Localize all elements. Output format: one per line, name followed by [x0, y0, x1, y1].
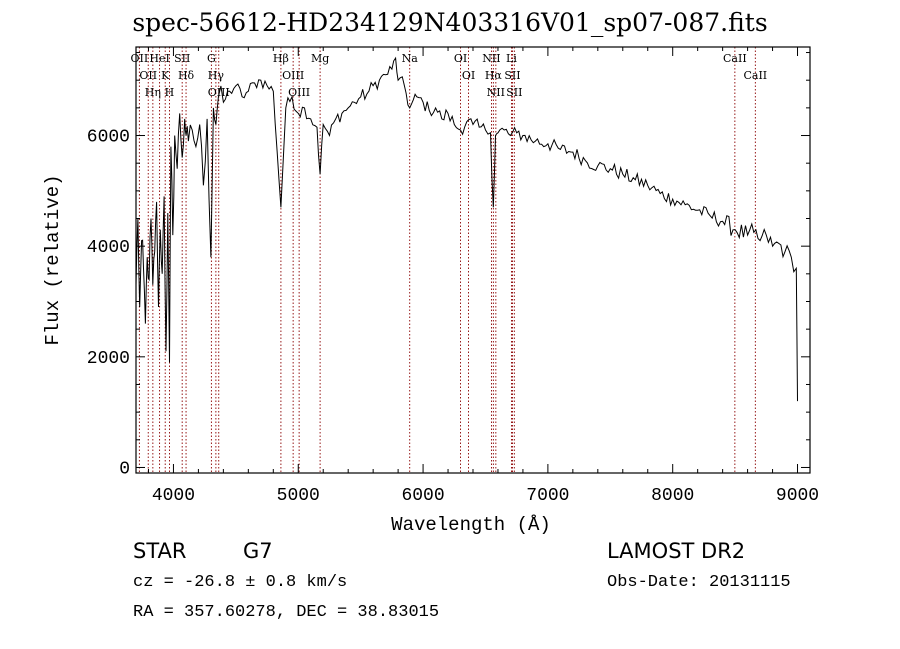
line-marker-label: Hβ	[273, 52, 289, 65]
plot-frame	[135, 46, 811, 474]
x-axis-ticks: 4000 5000 6000 7000 8000 9000	[147, 47, 819, 506]
line-marker-label: Hγ	[208, 69, 225, 82]
x-tick-label: 6000	[401, 486, 444, 506]
line-marker-label: HeI	[149, 52, 169, 65]
x-tick-label: 5000	[277, 486, 320, 506]
y-tick-label: 4000	[87, 238, 130, 258]
line-marker-label: Na	[402, 52, 419, 65]
line-marker-label: Hδ	[178, 69, 195, 82]
y-axis-ticks: 0 2000 4000 6000	[87, 52, 810, 479]
line-marker-label: Hη	[145, 86, 161, 99]
x-axis-label: Wavelength (Å)	[391, 514, 551, 536]
line-marker-label: OIII	[208, 86, 230, 99]
spectrum-line	[135, 56, 798, 402]
line-marker-label: CaII	[723, 52, 747, 65]
line-marker-label: NII	[482, 52, 500, 65]
line-marker-labels: OII OII Hη HeI KH SII Hδ G Hγ OIII Hβ OIII OIII Mg Na O…	[131, 52, 768, 99]
obs-date: Obs-Date: 20131115	[607, 573, 791, 592]
y-tick-label: 0	[119, 459, 130, 479]
line-marker-label: SII	[506, 86, 522, 99]
coordinates-line: RA = 357.60278, DEC = 38.83015	[133, 603, 440, 622]
line-marker-label: OIII	[282, 69, 304, 82]
spectral-subclass: G7	[243, 539, 273, 563]
redshift-line: cz = -26.8 ± 0.8 km/s	[133, 573, 348, 592]
line-marker-label: H	[165, 86, 175, 99]
x-tick-label: 9000	[776, 486, 819, 506]
line-marker-label: K	[161, 69, 170, 82]
y-axis-label: Flux (relative)	[42, 174, 64, 345]
line-marker-label: OI	[454, 52, 467, 65]
x-tick-label: 7000	[526, 486, 569, 506]
line-marker-label: NII	[487, 86, 505, 99]
line-marker-label: OII	[131, 52, 149, 65]
line-marker-label: G	[207, 52, 216, 65]
line-marker-label: Hα	[485, 69, 503, 82]
line-marker-label: SII	[504, 69, 520, 82]
x-tick-label: 8000	[651, 486, 694, 506]
x-tick-label: 4000	[152, 486, 195, 506]
line-markers	[138, 47, 756, 473]
line-marker-label: Li	[506, 52, 517, 65]
y-tick-label: 2000	[87, 349, 130, 369]
survey-name: LAMOST DR2	[607, 539, 746, 563]
line-marker-label: Mg	[311, 52, 329, 65]
chart-title: spec-56612-HD234129N403316V01_sp07-087.f…	[132, 8, 768, 37]
line-marker-label: OIII	[288, 86, 310, 99]
object-class: STAR	[133, 539, 187, 563]
line-marker-label: OII	[139, 69, 157, 82]
y-tick-label: 6000	[87, 128, 130, 148]
line-marker-label: SII	[174, 52, 190, 65]
line-marker-label: OI	[462, 69, 475, 82]
line-marker-label: CaII	[743, 69, 767, 82]
